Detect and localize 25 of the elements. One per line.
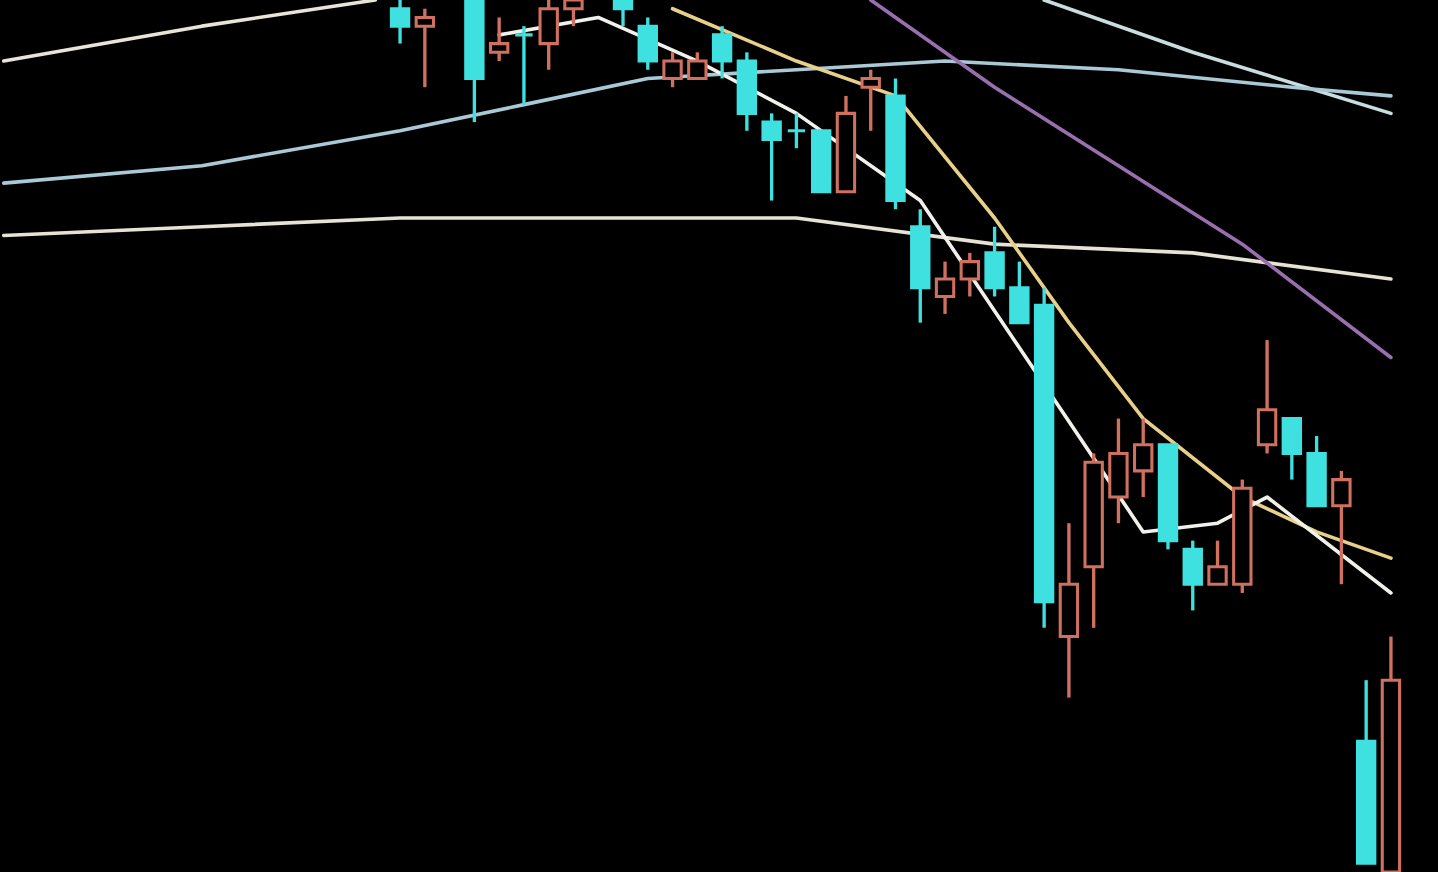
candlestick xyxy=(1108,416,1129,525)
candlestick xyxy=(389,0,411,46)
candlestick xyxy=(1331,469,1352,586)
candlestick xyxy=(1281,416,1303,482)
candlestick xyxy=(711,24,733,81)
candlestick xyxy=(786,111,807,150)
candlestick xyxy=(934,259,956,316)
candlestick xyxy=(637,15,658,72)
candlestick xyxy=(538,0,559,72)
candlestick xyxy=(1207,538,1228,586)
candlestick xyxy=(687,50,708,81)
candlestick xyxy=(414,7,436,89)
candlestick xyxy=(513,24,535,107)
candlestick xyxy=(1009,259,1030,325)
candlestick xyxy=(1256,338,1278,456)
candlestick xyxy=(1133,416,1154,499)
candlestick xyxy=(612,0,634,28)
candlestick xyxy=(1182,538,1203,613)
candlestick xyxy=(761,111,782,203)
candlestick xyxy=(563,0,584,28)
candlestick xyxy=(860,68,881,133)
candlestick xyxy=(959,251,981,299)
candlestick xyxy=(662,50,683,89)
candlestick xyxy=(984,225,1005,299)
candlestick xyxy=(488,15,510,63)
